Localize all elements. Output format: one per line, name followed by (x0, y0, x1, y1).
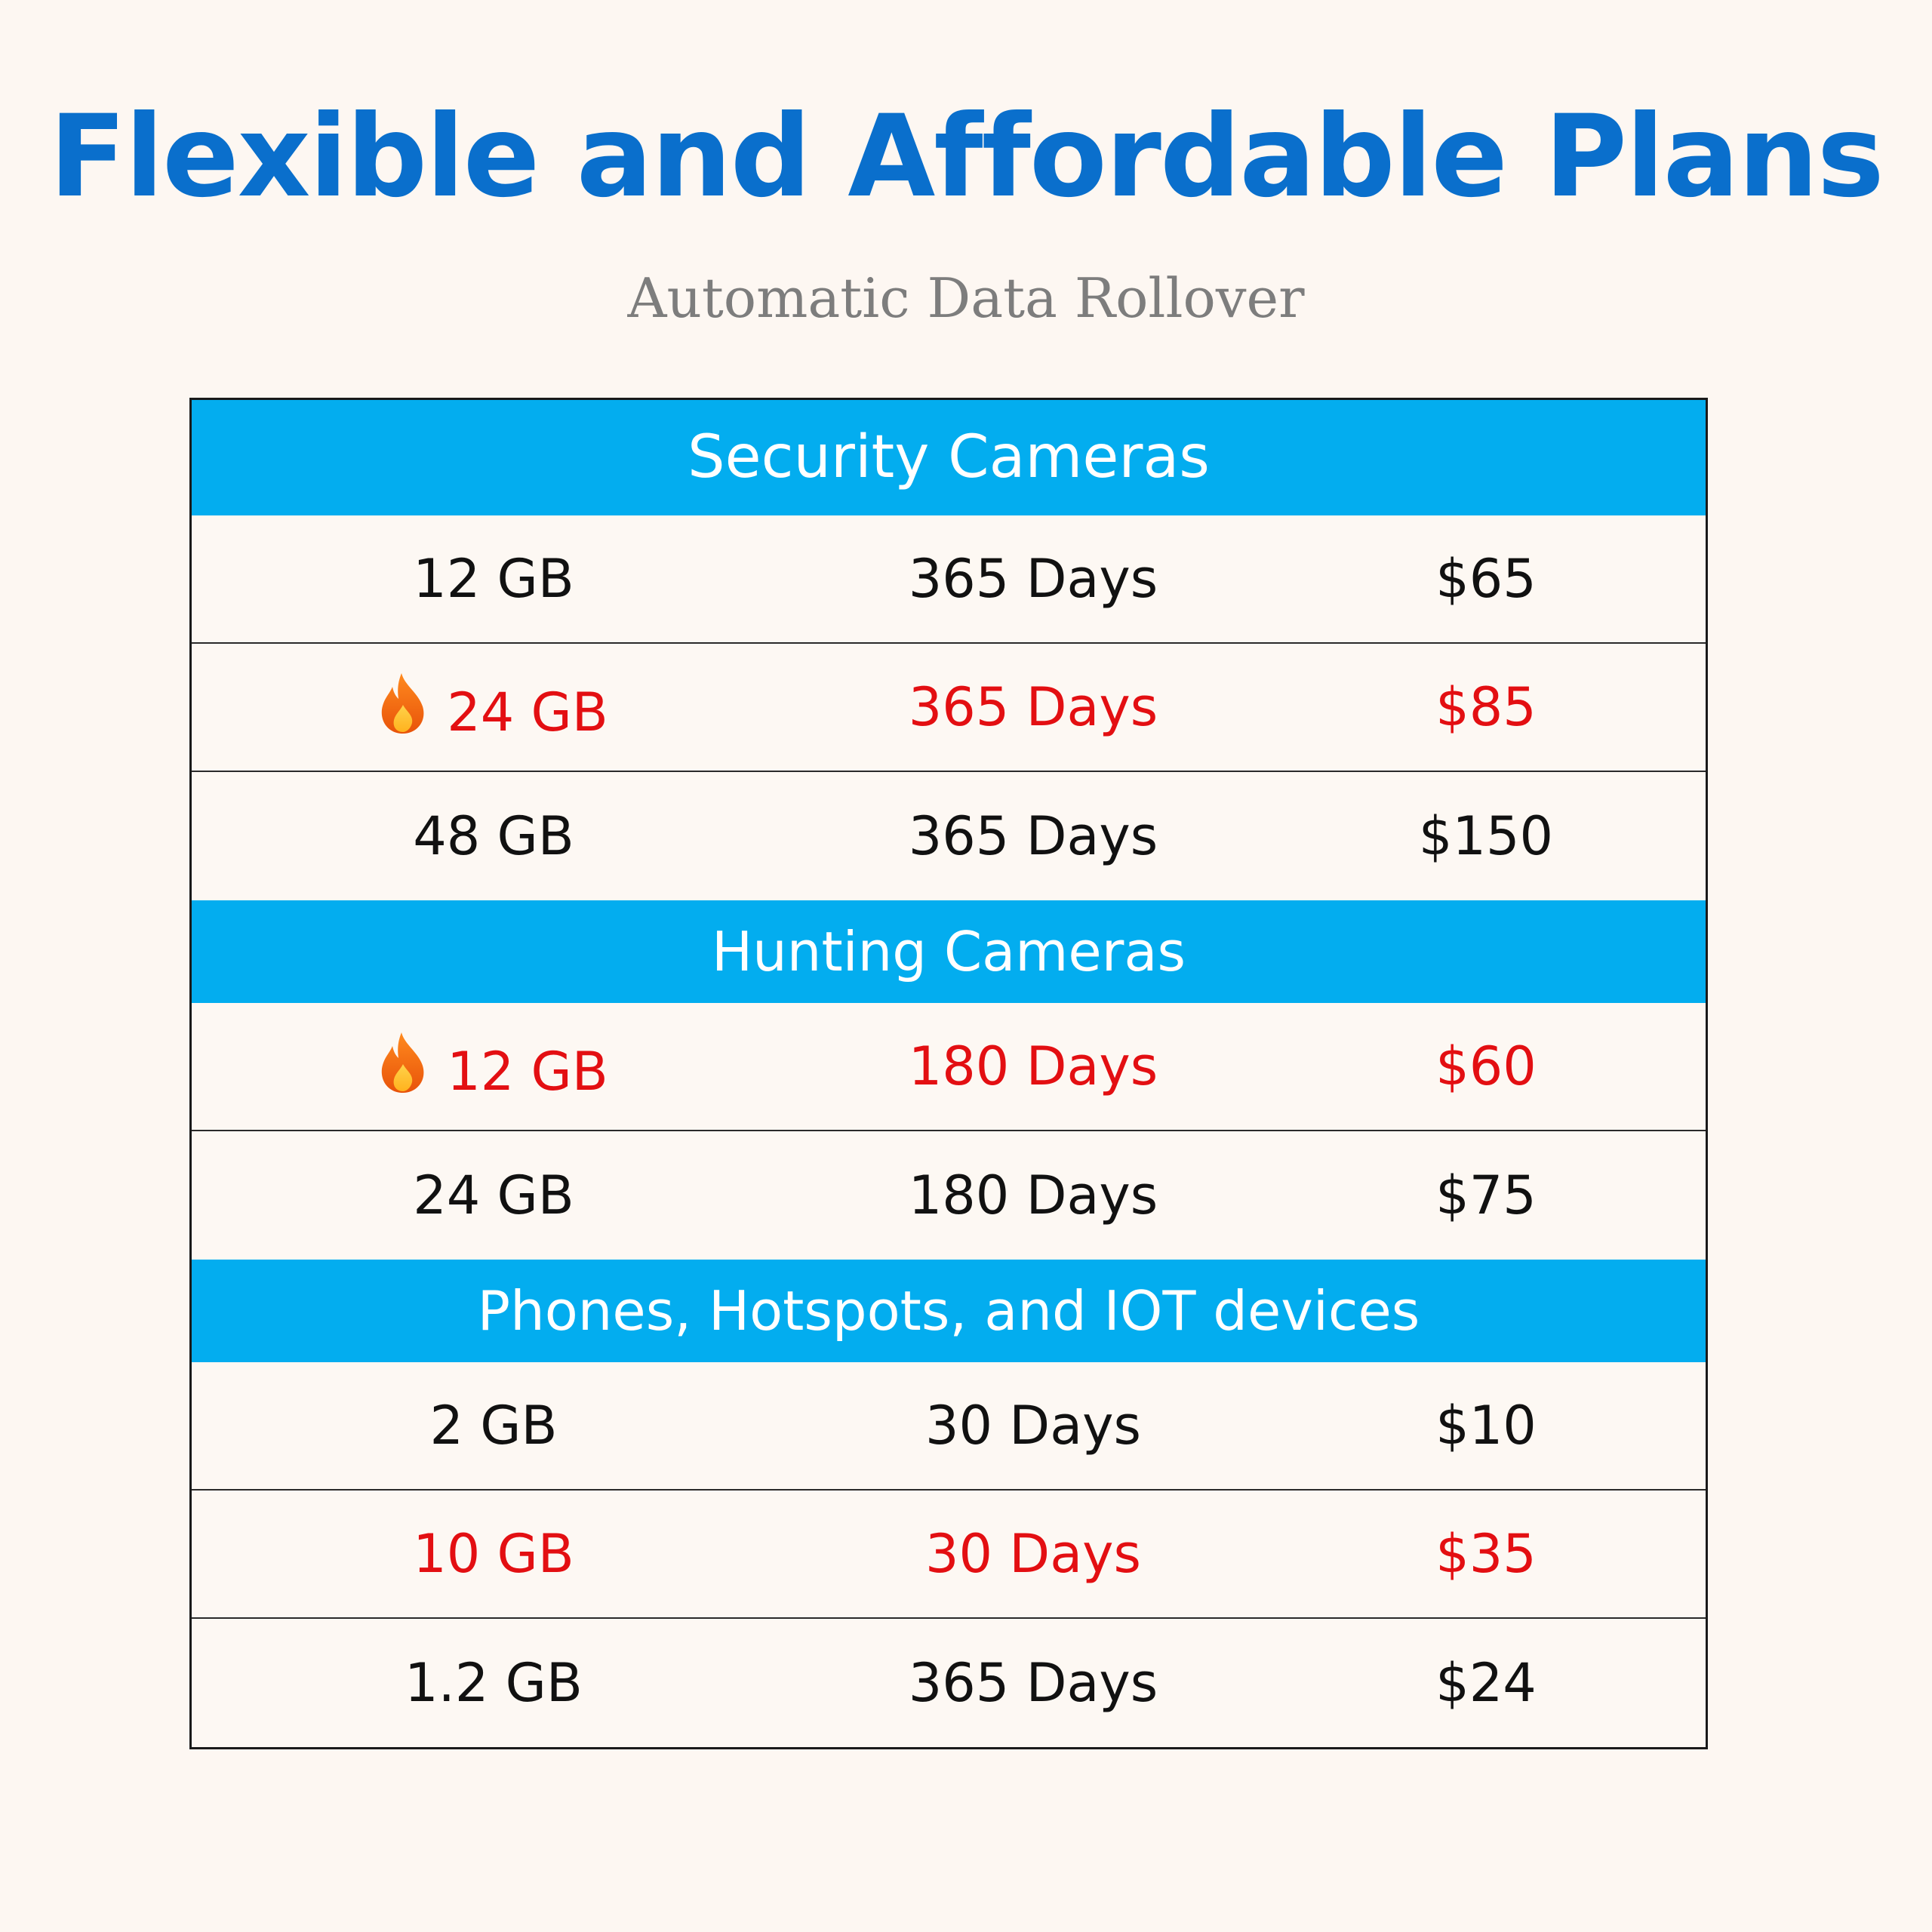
table-row: 12 GB 365 Days $65 (192, 515, 1706, 644)
plan-data-cell: 24 GB (413, 1164, 574, 1226)
table-row: 48 GB 365 Days $150 (192, 772, 1706, 900)
table-row: 12 GB 180 Days $60 (192, 1003, 1706, 1131)
section-header-hunting-cameras: Hunting Cameras (192, 900, 1706, 1003)
section-header-security-cameras: Security Cameras (192, 400, 1706, 515)
plan-data-cell: 10 GB (413, 1523, 574, 1585)
plan-price-cell: $75 (1435, 1164, 1537, 1226)
plan-data-cell: 1.2 GB (405, 1652, 583, 1714)
plan-price-cell: $150 (1418, 805, 1554, 867)
plan-duration-cell: 30 Days (924, 1523, 1141, 1585)
table-row: 2 GB 30 Days $10 (192, 1362, 1706, 1491)
plan-price-cell: $24 (1435, 1652, 1537, 1714)
plan-price-cell: $60 (1435, 1035, 1537, 1097)
fire-icon (381, 672, 424, 734)
plan-duration-cell: 180 Days (908, 1164, 1158, 1226)
plan-data-cell: 12 GB (192, 1031, 795, 1103)
plan-duration-cell: 180 Days (908, 1035, 1158, 1097)
table-row: 10 GB 30 Days $35 (192, 1491, 1706, 1619)
plan-duration-cell: 365 Days (908, 1652, 1158, 1714)
plan-price-cell: $65 (1435, 548, 1537, 610)
page-subtitle: Automatic Data Rollover (627, 266, 1305, 330)
plan-duration-cell: 365 Days (908, 676, 1158, 738)
plan-duration-cell: 30 Days (924, 1395, 1141, 1457)
page-title: Flexible and Affordable Plans (49, 91, 1884, 223)
plan-duration-cell: 365 Days (908, 548, 1158, 610)
plan-duration-cell: 365 Days (908, 805, 1158, 867)
plan-price-cell: $85 (1435, 676, 1537, 738)
table-row: 24 GB 365 Days $85 (192, 644, 1706, 772)
plan-data-cell: 12 GB (413, 548, 574, 610)
fire-icon (381, 1032, 424, 1093)
table-row: 24 GB 180 Days $75 (192, 1131, 1706, 1260)
plan-data-cell: 2 GB (429, 1395, 558, 1457)
plan-data-cell: 24 GB (192, 672, 795, 743)
plan-data-cell: 48 GB (413, 805, 574, 867)
plan-price-cell: $35 (1435, 1523, 1537, 1585)
plan-price-cell: $10 (1435, 1395, 1537, 1457)
section-header-phones-hotspots-iot: Phones, Hotspots, and IOT devices (192, 1260, 1706, 1362)
plans-table: Security Cameras 12 GB 365 Days $65 (189, 398, 1708, 1749)
table-row: 1.2 GB 365 Days $24 (192, 1619, 1706, 1747)
